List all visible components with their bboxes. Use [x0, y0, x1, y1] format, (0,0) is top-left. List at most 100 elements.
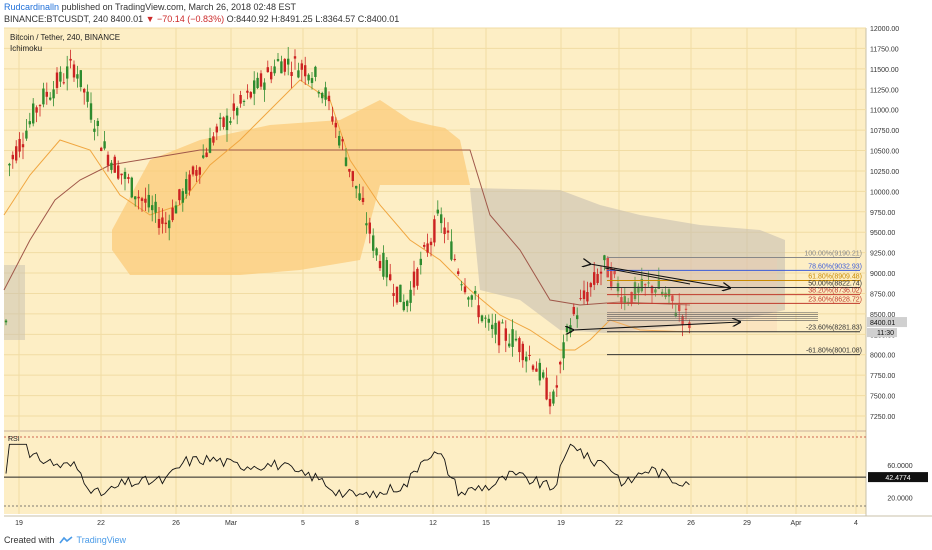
candle-down [11, 154, 14, 160]
candle-down [178, 189, 181, 201]
symbol-name: BINANCE:BTCUSDT, 240 [4, 14, 109, 24]
candle-down [389, 274, 392, 281]
ichimoku-cloud [4, 265, 25, 340]
candle-down [395, 286, 399, 303]
candle-up [358, 193, 361, 200]
candle-up [287, 58, 290, 65]
candle-down [69, 58, 72, 61]
candle-down [531, 365, 535, 370]
candle-up [134, 196, 137, 200]
candle-up [253, 80, 256, 94]
candle-up [49, 97, 52, 100]
candle-up [168, 220, 171, 229]
candle-down [266, 67, 269, 73]
trend-line [604, 267, 691, 285]
candle-up [419, 258, 422, 266]
candle-up [491, 324, 494, 330]
candle-up [103, 141, 106, 149]
trend-arrow-lower [573, 322, 740, 330]
candle-up [208, 138, 212, 153]
candle-up [154, 201, 157, 213]
candle-up [382, 252, 385, 277]
tradingview-brand[interactable]: TradingView [76, 535, 127, 545]
candle-down [198, 167, 201, 175]
candle-down [463, 286, 467, 293]
candle-down [164, 222, 167, 225]
rsi-axis-label: 20.0000 [887, 496, 912, 503]
fib-level-label: 23.60%(8628.72) [808, 296, 862, 303]
price-axis-panel[interactable] [866, 28, 932, 516]
candle-up [576, 315, 579, 320]
candle-up [28, 121, 31, 125]
candle-up [4, 320, 8, 323]
candle-up [569, 325, 572, 334]
candle-down [545, 377, 548, 400]
ohlc-high: H:8491.25 [271, 14, 313, 24]
candle-up [123, 171, 127, 179]
candle-up [25, 130, 28, 139]
candle-down [127, 177, 130, 179]
candle-up [236, 107, 239, 116]
price-tick-label: 8000.00 [870, 353, 895, 360]
candle-down [457, 271, 460, 275]
candle-up [151, 205, 154, 211]
candle-up [263, 82, 266, 90]
candle-up [667, 289, 671, 297]
candle-up [59, 71, 62, 82]
candle-up [480, 315, 484, 322]
candle-up [242, 100, 246, 102]
candle-up [406, 300, 409, 307]
candle-down [341, 139, 344, 142]
candle-down [586, 292, 589, 302]
candle-up [450, 241, 453, 260]
candle-up [86, 91, 89, 102]
candle-up [324, 87, 327, 100]
candle-up [409, 289, 412, 303]
date-tick-label: 15 [482, 520, 490, 527]
candle-up [661, 291, 664, 295]
price-tick-label: 10750.00 [870, 128, 899, 135]
candle-down [620, 297, 623, 303]
candle-up [273, 66, 276, 74]
candle-up [317, 91, 320, 94]
candle-down [477, 305, 480, 318]
candle-down [55, 72, 59, 88]
rsi-label: RSI [8, 436, 20, 443]
price-tick-label: 9000.00 [870, 271, 895, 278]
date-tick-label: 26 [687, 520, 695, 527]
price-tick-label: 8750.00 [870, 291, 895, 298]
candle-up [562, 342, 565, 359]
candle-up [470, 295, 473, 300]
date-tick-label: 19 [15, 520, 23, 527]
fib-level-label: 38.20%(8736.02) [808, 288, 862, 295]
candle-down [579, 298, 582, 300]
candle-down [232, 103, 235, 111]
candle-up [174, 205, 178, 214]
trend-arrow-upper [590, 264, 730, 288]
time-tag [867, 328, 897, 338]
fib-level-label: -23.60%(8281.83) [806, 325, 862, 332]
candle-down [144, 198, 147, 203]
candle-up [344, 157, 348, 166]
date-tick-label: 4 [854, 520, 858, 527]
candle-down [599, 271, 603, 274]
candle-down [157, 218, 161, 228]
candle-up [42, 88, 45, 105]
rsi-line [5, 443, 690, 499]
author-link[interactable]: Rudcardinalln [4, 2, 60, 12]
candle-down [392, 292, 395, 296]
candle-down [137, 196, 140, 199]
publish-line: Rudcardinalln published on TradingView.c… [4, 2, 296, 12]
candle-down [83, 88, 86, 93]
price-change: ▼ −70.14 (−0.83%) [145, 14, 225, 24]
date-tick-label: Mar [225, 520, 238, 527]
date-tick-label: 8 [355, 520, 359, 527]
legend-indicator[interactable]: Ichimoku [10, 44, 43, 53]
candle-down [161, 217, 164, 224]
tradingview-logo-icon [58, 536, 73, 544]
candle-down [412, 271, 416, 288]
candle-up [460, 284, 463, 286]
candle-down [582, 290, 586, 300]
candle-up [399, 284, 402, 302]
